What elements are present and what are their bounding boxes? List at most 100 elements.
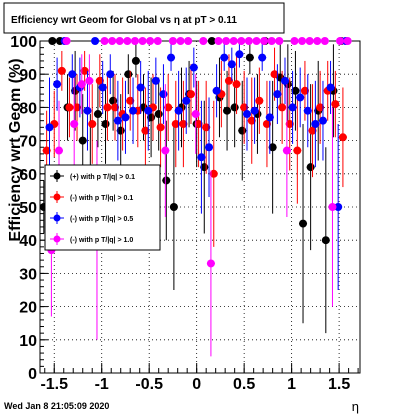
- data-point: [129, 106, 138, 115]
- data-point: [151, 76, 160, 85]
- x-tick-label: 1: [287, 376, 296, 393]
- data-point: [113, 116, 122, 125]
- data-point: [205, 143, 214, 152]
- legend-marker: [53, 235, 61, 243]
- data-point: [42, 146, 51, 155]
- data-point: [167, 53, 176, 62]
- data-point: [111, 103, 120, 112]
- data-point: [161, 146, 170, 155]
- data-point: [255, 96, 264, 105]
- data-point: [108, 37, 117, 45]
- data-point: [230, 103, 239, 112]
- data-point: [136, 83, 145, 92]
- data-point: [224, 76, 233, 85]
- data-point: [141, 126, 150, 135]
- data-point: [235, 50, 244, 59]
- data-point: [336, 37, 345, 45]
- title-box: [3, 2, 285, 34]
- data-point: [240, 103, 249, 112]
- data-point: [296, 93, 305, 102]
- data-point: [115, 37, 124, 45]
- legend-label: (-) with p T/|q| > 0.5: [70, 216, 133, 223]
- data-point: [293, 146, 302, 155]
- data-point: [303, 106, 312, 115]
- data-point: [220, 53, 229, 62]
- x-tick-label: -0.5: [135, 376, 163, 393]
- data-point: [244, 37, 253, 45]
- data-point: [237, 37, 246, 45]
- data-point: [93, 110, 102, 119]
- data-point: [316, 103, 325, 112]
- data-point: [156, 123, 165, 132]
- data-point: [212, 86, 221, 95]
- data-point: [182, 96, 191, 105]
- data-point: [300, 86, 309, 95]
- timestamp: Wed Jan 8 21:05:09 2020: [4, 401, 109, 411]
- legend: (+) with p T/|q| > 0.1 (-) with p T/|q| >…: [44, 164, 161, 251]
- data-point: [186, 90, 195, 99]
- legend-marker: [53, 214, 61, 222]
- y-tick-label: 40: [19, 233, 37, 250]
- data-point: [311, 120, 320, 128]
- data-point: [285, 120, 294, 128]
- data-point: [176, 37, 185, 45]
- y-tick-label: 10: [19, 333, 37, 350]
- data-point: [124, 70, 133, 79]
- data-point: [123, 37, 132, 45]
- data-point: [334, 203, 343, 211]
- legend-box: [44, 164, 161, 251]
- data-point: [305, 37, 314, 45]
- data-point: [73, 103, 82, 112]
- data-point: [121, 113, 130, 122]
- data-point: [153, 37, 162, 45]
- data-point: [70, 120, 79, 128]
- data-point: [222, 37, 231, 45]
- legend-label: (-) with p T/|q| > 0.1: [70, 195, 133, 202]
- data-point: [191, 110, 200, 119]
- data-point: [103, 103, 112, 112]
- data-point: [232, 80, 241, 89]
- data-point: [321, 236, 330, 245]
- legend-marker: [53, 193, 61, 201]
- data-point: [318, 116, 327, 125]
- data-point: [184, 37, 193, 45]
- data-point: [126, 96, 135, 105]
- data-point: [85, 76, 94, 85]
- data-point: [291, 86, 300, 95]
- data-point: [238, 126, 247, 135]
- data-point: [262, 120, 271, 128]
- data-point: [77, 80, 86, 89]
- data-point: [100, 37, 109, 45]
- x-tick-label: -1: [95, 376, 109, 393]
- data-point: [78, 136, 87, 145]
- data-point: [247, 116, 256, 125]
- legend-marker: [53, 172, 61, 180]
- data-point: [53, 80, 62, 89]
- data-point: [258, 53, 267, 62]
- data-point: [197, 153, 206, 162]
- data-point: [268, 143, 277, 152]
- data-point: [331, 100, 340, 109]
- y-tick-label: 50: [19, 200, 37, 217]
- legend-label: (+) with p T/|q| > 0.1: [70, 174, 135, 181]
- series-group: [45, 37, 350, 290]
- data-point: [174, 106, 183, 115]
- data-point: [164, 103, 173, 112]
- data-point: [101, 120, 110, 128]
- data-point: [308, 126, 317, 135]
- y-tick-label: 60: [19, 167, 37, 184]
- y-tick-label: 30: [19, 266, 37, 283]
- y-tick-label: 80: [19, 100, 37, 117]
- x-tick-label: 0.5: [233, 376, 255, 393]
- data-point: [207, 37, 216, 45]
- data-point: [328, 203, 337, 211]
- data-point: [57, 66, 66, 75]
- y-axis-label: Efficiency wrt Geom (%): [7, 58, 24, 241]
- data-point: [243, 110, 252, 119]
- y-tick-label: 20: [19, 300, 37, 317]
- data-point: [68, 70, 77, 79]
- data-point: [45, 123, 54, 132]
- data-point: [95, 76, 104, 85]
- data-point: [260, 37, 269, 45]
- data-point: [202, 123, 211, 132]
